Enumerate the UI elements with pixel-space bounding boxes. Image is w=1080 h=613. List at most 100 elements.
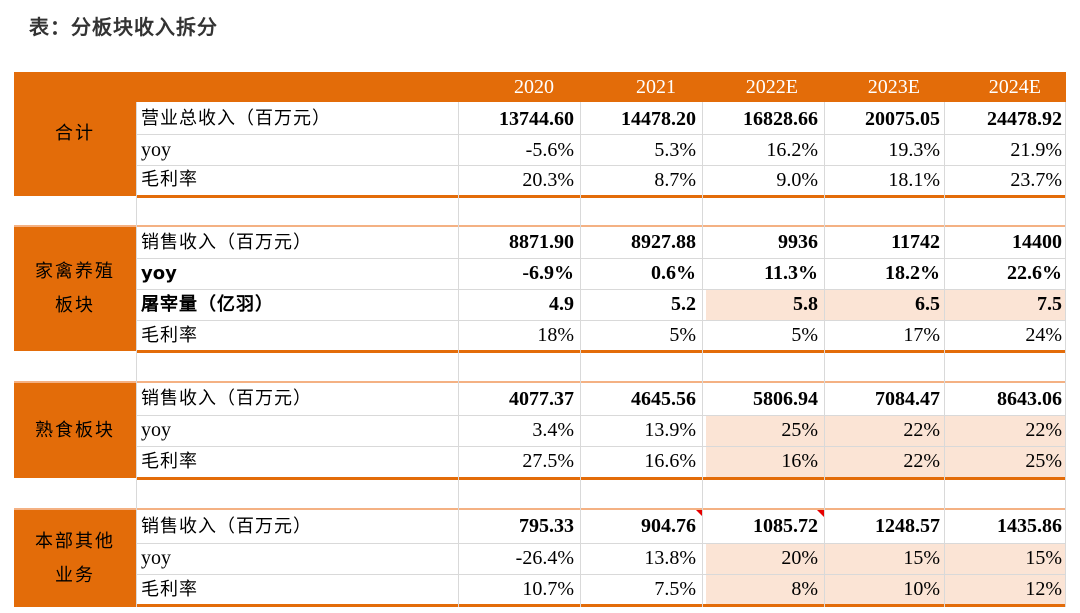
cell: 25%	[1025, 450, 1062, 472]
cell: 8%	[791, 578, 818, 600]
section-divider	[136, 477, 1066, 480]
cell: -5.6%	[525, 139, 574, 161]
cell: 20%	[781, 547, 818, 569]
cell: 9936	[778, 231, 818, 253]
row-label: 毛利率	[141, 169, 198, 190]
cell: 10.7%	[522, 578, 574, 600]
table-row: 毛利率 18% 5% 5% 17% 24%	[136, 320, 1066, 351]
row-label: yoy	[141, 419, 171, 441]
cell: 13.8%	[644, 547, 696, 569]
comment-marker-icon[interactable]	[696, 510, 703, 517]
cell: 21.9%	[1010, 139, 1062, 161]
cell: 22.6%	[1007, 262, 1062, 284]
cell: 8.7%	[654, 169, 696, 191]
section-other-business: 本部其他 业务 销售收入（百万元） 795.33 904.76 1085.72 …	[14, 510, 1066, 607]
section-divider	[136, 350, 1066, 353]
cell: 7.5%	[654, 578, 696, 600]
cell: 15%	[903, 547, 940, 569]
cell: 14400	[1012, 231, 1062, 253]
cell: 5%	[669, 324, 696, 346]
cell: 4.9	[549, 293, 574, 315]
row-label: yoy	[141, 139, 171, 161]
cell: 0.6%	[651, 262, 696, 284]
cell: 14478.20	[621, 108, 696, 130]
cell: 5%	[791, 324, 818, 346]
header-2020: 2020	[514, 76, 554, 98]
table-row: yoy 3.4% 13.9% 25% 22% 22%	[136, 415, 1066, 446]
section-label: 熟食板块	[35, 419, 115, 441]
segment-revenue-table: 2020 2021 2022E 2023E 2024E 合计 营业总收入（百万元…	[14, 72, 1066, 607]
cell: 16%	[781, 450, 818, 472]
cell: 18.1%	[888, 169, 940, 191]
row-label: yoy	[141, 263, 177, 284]
section-label: 本部其他	[35, 530, 115, 552]
table-row: 毛利率 10.7% 7.5% 8% 10% 12%	[136, 574, 1066, 605]
cell: 13.9%	[644, 419, 696, 441]
forecast-highlight	[706, 290, 1066, 321]
table-title: 表：分板块收入拆分	[29, 15, 218, 39]
section-label: 合计	[55, 123, 95, 144]
section-poultry: 家禽养殖 板块 销售收入（百万元） 8871.90 8927.88 9936 1…	[14, 227, 1066, 351]
cell: 22%	[903, 450, 940, 472]
header-2024e: 2024E	[988, 76, 1041, 98]
comment-marker-icon[interactable]	[817, 510, 824, 517]
cell: 11742	[891, 231, 940, 253]
cell: 9.0%	[776, 169, 818, 191]
cell: 5.3%	[654, 139, 696, 161]
cell: 16.2%	[766, 139, 818, 161]
cell: 5806.94	[753, 388, 818, 410]
table-row: 屠宰量（亿羽） 4.9 5.2 5.8 6.5 7.5	[136, 289, 1066, 320]
table-row: 营业总收入（百万元） 13744.60 14478.20 16828.66 20…	[136, 104, 1066, 134]
cell: -6.9%	[522, 262, 574, 284]
cell: 17%	[903, 324, 940, 346]
cell: 27.5%	[522, 450, 574, 472]
table-row: 销售收入（百万元） 8871.90 8927.88 9936 11742 144…	[136, 227, 1066, 258]
cell: 5.8	[793, 293, 818, 315]
cell: 904.76	[641, 515, 696, 537]
table-row: 销售收入（百万元） 4077.37 4645.56 5806.94 7084.4…	[136, 383, 1066, 415]
table-row: yoy -26.4% 13.8% 20% 15% 15%	[136, 543, 1066, 574]
section-label: 板块	[55, 295, 95, 316]
cell: 1085.72	[753, 515, 818, 537]
section-divider	[14, 381, 1066, 383]
section-divider	[136, 604, 1066, 607]
cell: 25%	[781, 419, 818, 441]
cell: 22%	[1025, 419, 1062, 441]
cell: 11.3%	[764, 262, 818, 284]
row-label: 毛利率	[141, 579, 198, 600]
cell: 3.4%	[532, 419, 574, 441]
cell: 19.3%	[888, 139, 940, 161]
cell: 24478.92	[987, 108, 1062, 130]
row-label: 毛利率	[141, 325, 198, 346]
section-divider	[14, 508, 1066, 510]
cell: 6.5	[915, 293, 940, 315]
section-divider	[136, 195, 1066, 198]
row-label: 营业总收入（百万元）	[141, 108, 331, 129]
cell: 1435.86	[997, 515, 1062, 537]
table-row: 销售收入（百万元） 795.33 904.76 1085.72 1248.57 …	[136, 510, 1066, 543]
header-2022e: 2022E	[745, 76, 798, 98]
cell: 4077.37	[509, 388, 574, 410]
cell: 23.7%	[1010, 169, 1062, 191]
cell: 13744.60	[499, 108, 574, 130]
row-label: 销售收入（百万元）	[141, 516, 312, 537]
cell: 8871.90	[509, 231, 574, 253]
cell: 18.2%	[885, 262, 940, 284]
forecast-highlight	[706, 543, 1066, 607]
section-label: 业务	[55, 564, 95, 586]
cell: 15%	[1025, 547, 1062, 569]
cell: 20.3%	[522, 169, 574, 191]
row-label: yoy	[141, 547, 171, 569]
cell: -26.4%	[515, 547, 574, 569]
cell: 7084.47	[875, 388, 940, 410]
section-cooked-food: 熟食板块 销售收入（百万元） 4077.37 4645.56 5806.94 7…	[14, 383, 1066, 478]
row-label: 销售收入（百万元）	[141, 388, 312, 409]
table-row: 毛利率 27.5% 16.6% 16% 22% 25%	[136, 446, 1066, 477]
section-divider	[14, 225, 1066, 227]
table-row: 毛利率 20.3% 8.7% 9.0% 18.1% 23.7%	[136, 165, 1066, 195]
table-row: yoy -5.6% 5.3% 16.2% 19.3% 21.9%	[136, 135, 1066, 165]
cell: 24%	[1025, 324, 1062, 346]
header-2023e: 2023E	[867, 76, 920, 98]
header-2021: 2021	[636, 76, 676, 98]
cell: 16.6%	[644, 450, 696, 472]
